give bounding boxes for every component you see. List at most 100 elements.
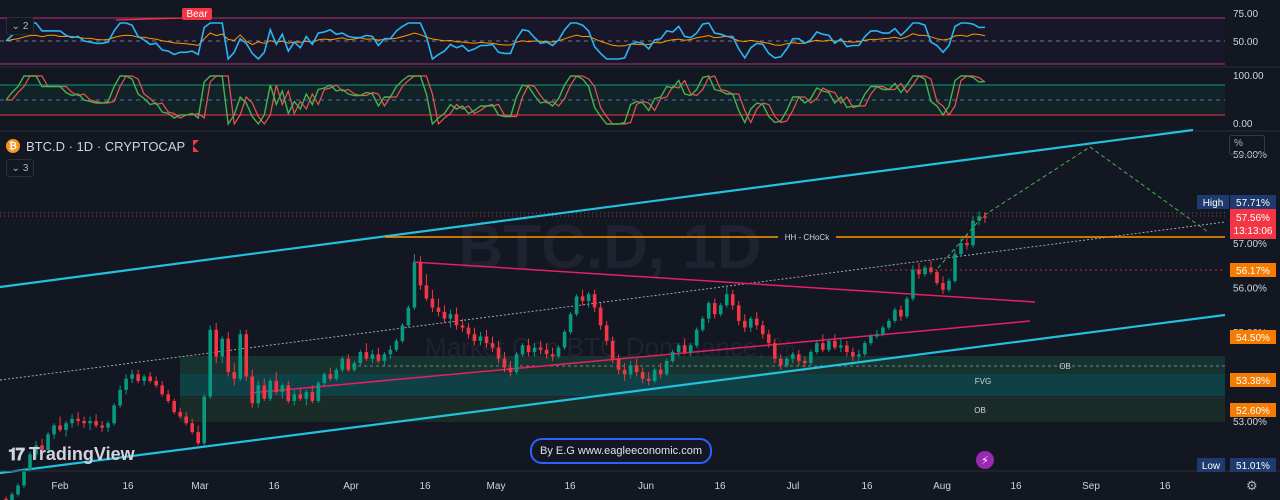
candle-body[interactable] — [172, 400, 176, 413]
candle-body[interactable] — [130, 374, 134, 379]
candle-body[interactable] — [412, 263, 417, 308]
candle-body[interactable] — [286, 385, 291, 401]
candle-body[interactable] — [454, 314, 459, 326]
gear-icon[interactable]: ⚙ — [1246, 478, 1258, 493]
candle-body[interactable] — [664, 360, 669, 375]
candle-body[interactable] — [460, 325, 465, 328]
candle-body[interactable] — [298, 394, 303, 399]
candle-body[interactable] — [809, 352, 813, 364]
candle-body[interactable] — [382, 354, 387, 361]
candle-body[interactable] — [592, 294, 597, 308]
candle-body[interactable] — [556, 347, 561, 357]
candle-body[interactable] — [82, 421, 86, 424]
candle-body[interactable] — [730, 294, 735, 306]
tradingview-logo[interactable]: 𝟏𝟕 TradingView — [8, 444, 135, 465]
candle-body[interactable] — [622, 369, 627, 375]
candle-body[interactable] — [136, 374, 140, 381]
candle-body[interactable] — [328, 374, 333, 379]
candle-body[interactable] — [178, 412, 182, 417]
candle-body[interactable] — [760, 325, 765, 335]
candle-body[interactable] — [887, 320, 891, 328]
candle-body[interactable] — [971, 220, 975, 246]
candle-body[interactable] — [76, 418, 80, 421]
candle-body[interactable] — [508, 367, 513, 373]
candle-body[interactable] — [394, 340, 399, 350]
candle-body[interactable] — [586, 294, 591, 301]
candle-body[interactable] — [430, 298, 435, 308]
candle-body[interactable] — [490, 343, 495, 348]
candle-body[interactable] — [292, 394, 297, 401]
candle-body[interactable] — [736, 305, 741, 321]
candle-body[interactable] — [953, 254, 957, 281]
candle-body[interactable] — [250, 376, 255, 404]
candle-body[interactable] — [304, 392, 309, 399]
candle-body[interactable] — [772, 343, 777, 359]
candle-body[interactable] — [118, 389, 122, 406]
candle-body[interactable] — [214, 329, 219, 357]
candle-body[interactable] — [370, 354, 375, 359]
candle-body[interactable] — [875, 334, 879, 337]
candle-body[interactable] — [965, 243, 969, 246]
main-chart-pane[interactable]: BTC.D, 1D Market Cap BTC Dominance, % OB… — [0, 128, 1226, 500]
candle-body[interactable] — [851, 352, 855, 357]
candle-body[interactable] — [418, 263, 423, 286]
candle-body[interactable] — [532, 347, 537, 353]
candle-body[interactable] — [899, 309, 903, 317]
candle-body[interactable] — [658, 369, 663, 375]
candle-body[interactable] — [154, 380, 158, 386]
candle-body[interactable] — [94, 421, 98, 426]
candle-body[interactable] — [340, 358, 345, 370]
candle-body[interactable] — [358, 352, 363, 364]
candle-body[interactable] — [977, 216, 981, 221]
candle-body[interactable] — [616, 358, 621, 370]
candle-body[interactable] — [574, 296, 579, 315]
candle-body[interactable] — [562, 332, 567, 348]
candle-body[interactable] — [935, 271, 939, 284]
candle-body[interactable] — [40, 445, 44, 450]
candle-body[interactable] — [70, 418, 74, 424]
indicators-collapse-button[interactable]: ⌄ 3 — [6, 159, 34, 177]
candle-body[interactable] — [514, 354, 519, 373]
candle-body[interactable] — [112, 405, 116, 424]
candle-body[interactable] — [598, 307, 603, 326]
candle-body[interactable] — [676, 345, 681, 353]
candle-body[interactable] — [863, 343, 867, 355]
candle-body[interactable] — [238, 334, 243, 379]
candle-body[interactable] — [544, 349, 549, 355]
candle-body[interactable] — [472, 334, 477, 341]
candle-body[interactable] — [688, 345, 693, 353]
candle-body[interactable] — [322, 374, 327, 384]
candle-body[interactable] — [568, 314, 573, 332]
candle-body[interactable] — [839, 345, 843, 348]
lightning-icon[interactable]: ⚡ — [976, 451, 994, 469]
candle-body[interactable] — [148, 376, 152, 381]
candle-body[interactable] — [550, 354, 555, 357]
candle-body[interactable] — [310, 392, 315, 401]
candle-body[interactable] — [821, 343, 825, 350]
candle-body[interactable] — [268, 380, 273, 399]
candle-body[interactable] — [496, 347, 501, 359]
candle-body[interactable] — [196, 432, 200, 444]
candle-body[interactable] — [424, 285, 429, 299]
candle-body[interactable] — [827, 340, 831, 350]
candle-body[interactable] — [478, 336, 483, 341]
candle-body[interactable] — [484, 336, 489, 344]
candle-body[interactable] — [845, 345, 849, 353]
candle-body[interactable] — [274, 380, 279, 393]
candle-body[interactable] — [208, 329, 213, 397]
candle-body[interactable] — [220, 338, 225, 357]
percent-scale-button[interactable]: % — [1229, 135, 1265, 155]
candle-body[interactable] — [100, 425, 104, 428]
candle-body[interactable] — [682, 345, 687, 353]
candle-body[interactable] — [448, 314, 453, 319]
candle-body[interactable] — [700, 318, 705, 330]
candle-body[interactable] — [538, 347, 543, 350]
symbol-header[interactable]: ₿ BTC.D · 1D · CRYPTOCAP — [6, 137, 200, 155]
candle-body[interactable] — [712, 303, 717, 315]
candle-body[interactable] — [797, 354, 801, 361]
candle-body[interactable] — [754, 318, 759, 326]
candle-body[interactable] — [893, 309, 897, 321]
candle-body[interactable] — [184, 416, 188, 424]
oscillator-2-pane[interactable] — [0, 75, 1225, 126]
